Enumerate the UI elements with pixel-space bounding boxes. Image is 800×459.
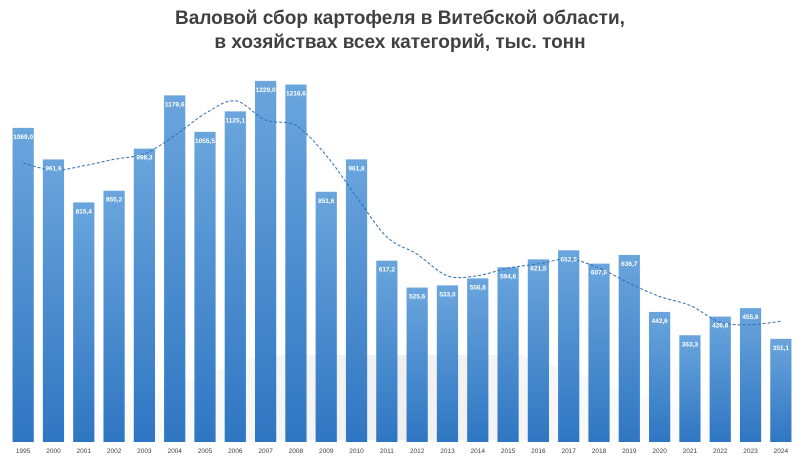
x-tick-1995: 1995 <box>16 448 31 455</box>
data-label-2015: 594,6 <box>500 273 517 280</box>
bar-2023 <box>739 308 762 442</box>
chart-title: Валовой сбор картофеля в Витебской облас… <box>175 8 625 29</box>
bar-2022 <box>709 316 731 442</box>
data-label-2004: 1179,6 <box>165 101 185 108</box>
x-tick-2011: 2011 <box>380 448 394 455</box>
bar-2014 <box>467 278 489 442</box>
bar-2019 <box>618 254 640 442</box>
x-axis-ticks-group: 1995 2000 2001 2002 2003 2004 2005 2006 2007 2008… <box>16 448 789 455</box>
data-label-2009: 851,6 <box>318 198 335 205</box>
x-tick-2019: 2019 <box>622 448 637 455</box>
data-label-2012: 525,6 <box>409 294 426 301</box>
x-tick-2013: 2013 <box>440 448 455 455</box>
bar-2012 <box>406 287 428 442</box>
data-label-2018: 607,0 <box>591 270 608 277</box>
x-tick-2024: 2024 <box>774 448 789 455</box>
x-tick-2021: 2021 <box>683 448 698 455</box>
data-label-2005: 1055,5 <box>195 138 215 145</box>
x-tick-2023: 2023 <box>743 448 758 455</box>
bar-2005 <box>194 131 216 442</box>
bar-2020 <box>649 311 671 442</box>
x-tick-2010: 2010 <box>349 448 364 455</box>
trendline <box>23 100 781 326</box>
data-label-2019: 636,7 <box>621 261 638 268</box>
bar-1995 <box>12 127 34 442</box>
bar-2008 <box>285 84 307 442</box>
bar-2018 <box>588 263 610 442</box>
bar-2013 <box>436 285 459 442</box>
x-tick-2015: 2015 <box>501 448 516 455</box>
bar-2024 <box>770 338 792 442</box>
bar-2010 <box>345 159 368 442</box>
x-tick-2006: 2006 <box>228 448 243 455</box>
bar-2004 <box>164 95 186 442</box>
data-label-2021: 363,3 <box>682 341 699 348</box>
x-tick-2017: 2017 <box>561 448 576 455</box>
x-tick-2016: 2016 <box>531 448 546 455</box>
bar-2003 <box>133 148 155 442</box>
bar-2011 <box>376 260 398 442</box>
bar-2000 <box>42 159 65 442</box>
x-tick-2018: 2018 <box>592 448 607 455</box>
data-label-2024: 351,1 <box>773 345 790 352</box>
data-label-2023: 455,6 <box>742 314 759 321</box>
bar-2001 <box>73 202 95 442</box>
data-label-2017: 652,5 <box>561 256 578 263</box>
data-label-2003: 998,3 <box>136 155 153 162</box>
data-label-2013: 533,0 <box>439 291 456 298</box>
bars-group <box>12 80 792 443</box>
bar-2002 <box>103 190 125 442</box>
x-tick-2002: 2002 <box>107 448 122 455</box>
value-labels-group: 1069,0 961,6 815,4 855,2 998,3 1179,6 1055,5 11… <box>13 87 789 352</box>
x-tick-2012: 2012 <box>410 448 425 455</box>
x-tick-2004: 2004 <box>167 448 182 455</box>
chart-subtitle: в хозяйствах всех категорий, тыс. тонн <box>214 32 585 53</box>
data-label-2000: 961,6 <box>45 165 62 172</box>
x-tick-2000: 2000 <box>46 448 61 455</box>
x-tick-2020: 2020 <box>652 448 667 455</box>
bar-2017 <box>558 250 580 442</box>
x-tick-2007: 2007 <box>258 448 273 455</box>
bar-2009 <box>315 191 337 442</box>
data-label-2006: 1125,1 <box>226 117 246 124</box>
x-tick-2003: 2003 <box>137 448 152 455</box>
x-tick-2001: 2001 <box>77 448 92 455</box>
x-tick-2014: 2014 <box>471 448 486 455</box>
data-label-2008: 1216,6 <box>286 91 306 98</box>
data-label-2007: 1229,0 <box>256 87 276 94</box>
data-label-2011: 617,2 <box>379 267 396 274</box>
x-tick-2005: 2005 <box>198 448 213 455</box>
data-label-2014: 556,8 <box>470 284 487 291</box>
bar-2021 <box>679 335 701 442</box>
bar-2007 <box>255 80 277 443</box>
bar-2016 <box>527 259 549 442</box>
data-label-2001: 815,4 <box>76 208 93 215</box>
data-label-2002: 855,2 <box>106 197 123 204</box>
trendline-group <box>23 100 781 326</box>
data-label-2010: 961,8 <box>348 165 365 172</box>
bar-2015 <box>497 267 519 442</box>
data-label-1995: 1069,0 <box>13 134 33 141</box>
x-tick-2022: 2022 <box>713 448 728 455</box>
x-tick-2008: 2008 <box>289 448 304 455</box>
data-label-2022: 426,8 <box>712 323 729 330</box>
x-tick-2009: 2009 <box>319 448 334 455</box>
bar-2006 <box>224 111 246 442</box>
data-label-2016: 621,5 <box>530 265 547 272</box>
data-label-2020: 442,6 <box>651 318 668 325</box>
